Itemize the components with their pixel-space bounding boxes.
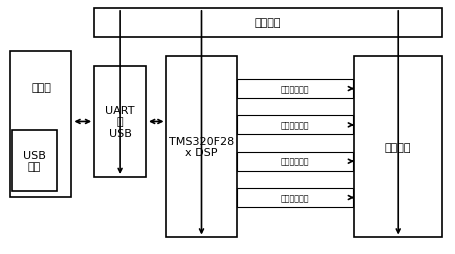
Bar	[94, 67, 146, 177]
Bar	[167, 57, 237, 237]
Text: USB
接口: USB 接口	[23, 150, 46, 172]
Bar	[238, 116, 353, 135]
Text: UART
转
USB: UART 转 USB	[106, 105, 135, 138]
FancyArrowPatch shape	[200, 12, 203, 233]
FancyArrowPatch shape	[349, 196, 353, 200]
FancyArrowPatch shape	[349, 160, 353, 164]
Bar	[238, 188, 353, 207]
FancyArrowPatch shape	[76, 120, 90, 124]
Bar	[354, 57, 442, 237]
Bar	[10, 52, 71, 197]
Text: 数字控制信号: 数字控制信号	[281, 121, 309, 130]
FancyArrowPatch shape	[349, 87, 353, 91]
FancyArrowPatch shape	[349, 123, 353, 127]
Text: 数字采集信号: 数字采集信号	[281, 193, 309, 202]
Text: 模拟采集信号: 模拟采集信号	[281, 157, 309, 166]
Bar	[12, 130, 57, 192]
Text: 模拟激励信号: 模拟激励信号	[281, 85, 309, 94]
Bar	[238, 152, 353, 171]
Bar	[238, 80, 353, 99]
Text: 电源变换: 电源变换	[255, 18, 282, 28]
Bar	[94, 9, 442, 38]
Text: 检测对象: 检测对象	[385, 142, 411, 152]
FancyArrowPatch shape	[151, 120, 162, 124]
FancyArrowPatch shape	[396, 12, 400, 233]
FancyArrowPatch shape	[118, 12, 122, 173]
Text: 上位机: 上位机	[31, 83, 51, 93]
Text: TMS320F28
x DSP: TMS320F28 x DSP	[169, 136, 234, 158]
